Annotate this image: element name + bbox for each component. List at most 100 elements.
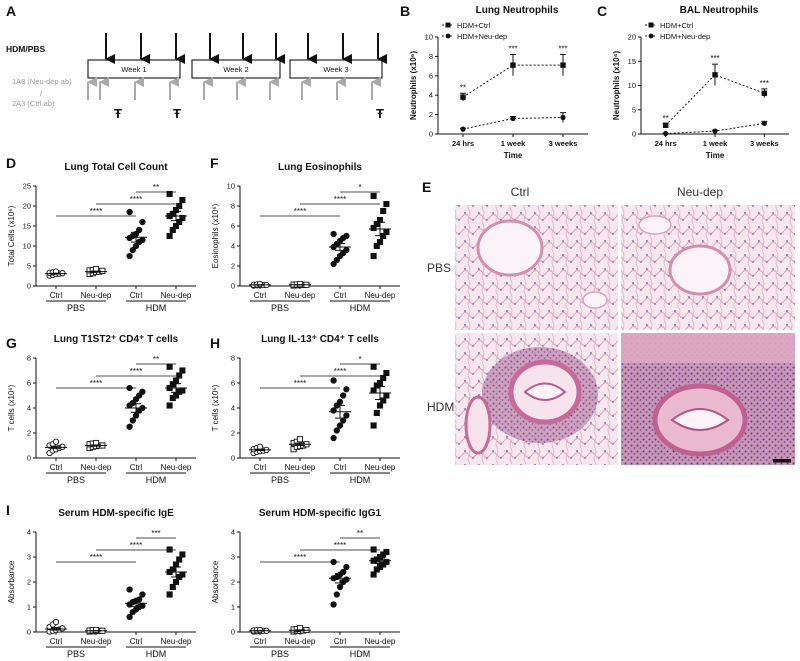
panel-letter-a: A: [6, 3, 16, 19]
data-point: [176, 202, 183, 210]
data-point: [166, 232, 173, 240]
y-tick-label: 25: [23, 182, 31, 191]
histology-col-neudep: Neu-dep: [677, 185, 723, 199]
series-line: [462, 64, 563, 98]
x-tick-label: Ctrl: [50, 463, 63, 472]
group-label: HDM: [350, 303, 371, 313]
data-point: [340, 392, 347, 399]
hdm-dose-arrows: [105, 33, 387, 64]
data-point: [343, 563, 350, 571]
panel-a-schematic: A HDM/PBS 1A8 (Neu-dep ab) / 2A3 (Ctrl a…: [6, 3, 387, 121]
sacrifice-marker: Ŧ: [173, 106, 181, 121]
x-tick-label: Ctrl: [130, 463, 143, 472]
histology-image-hdm-neudep: [621, 333, 795, 465]
panel-letter-h: H: [210, 335, 220, 351]
histology-row-hdm: HDM: [427, 400, 454, 414]
data-point: [126, 208, 133, 216]
y-axis-label: Absorbance: [7, 560, 16, 603]
legend-marker: [445, 33, 451, 39]
data-point: [376, 379, 384, 387]
data-point: [370, 546, 377, 553]
x-tick-label: Ctrl: [50, 291, 63, 300]
y-tick-label: 1: [231, 603, 235, 612]
panel-letter-f: F: [210, 155, 219, 171]
x-tick-label: Neu-dep: [285, 637, 316, 646]
panel-letter-i: I: [6, 502, 10, 518]
data-point: [176, 218, 183, 226]
sacrifice-marker: Ŧ: [376, 106, 384, 121]
schedule-antibody-label-2: 2A3 (Ctrl ab): [12, 99, 55, 108]
significance-label: ****: [130, 367, 142, 376]
data-point: [336, 398, 344, 405]
x-tick-label: Neu-dep: [285, 463, 316, 472]
data-point: [343, 386, 350, 393]
data-point: [380, 374, 387, 382]
legend-label: HDM+Neu-dep: [457, 32, 507, 41]
chart-title: Lung T1ST2⁺ CD4⁺ T cells: [54, 334, 179, 345]
sacrifice-marker: Ŧ: [114, 106, 122, 121]
data-point: [343, 576, 350, 583]
data-point: [330, 601, 337, 608]
data-point: [333, 256, 340, 264]
panel-letter-e: E: [422, 179, 431, 195]
data-point: [370, 422, 377, 429]
significance-label: ****: [334, 195, 346, 204]
data-point: [376, 402, 384, 409]
y-tick-label: 10: [23, 242, 31, 251]
legend-marker: [445, 22, 451, 28]
data-point: [330, 407, 337, 414]
data-point: [380, 397, 387, 404]
chart-title: Lung Total Cell Count: [64, 162, 168, 173]
x-tick-label: Neu-dep: [365, 291, 396, 300]
data-point: [330, 377, 337, 384]
data-point: [132, 412, 140, 419]
data-point: [139, 218, 146, 226]
significance-label: ***: [760, 79, 769, 88]
data-point: [169, 381, 176, 388]
data-point: [172, 578, 180, 586]
week-label-2: Week 2: [223, 65, 248, 74]
y-tick-label: 6: [231, 222, 235, 231]
significance-label: ***: [710, 54, 719, 63]
data-point: [256, 443, 264, 450]
data-point: [330, 434, 337, 442]
x-tick-label: Ctrl: [254, 463, 267, 472]
schedule-treatment-label: HDM/PBS: [6, 44, 46, 54]
panel-e-histology: Ctrl Neu-dep PBS HDM: [427, 185, 795, 465]
data-point: [179, 367, 186, 374]
data-point: [172, 561, 180, 568]
y-tick-label: 6: [27, 379, 31, 388]
group-label: PBS: [67, 475, 85, 485]
data-point: [712, 128, 718, 134]
y-tick-label: 10: [425, 33, 433, 42]
chart-title: Serum HDM-specific IgG1: [259, 508, 382, 519]
y-tick-label: 8: [231, 354, 235, 363]
schedule-antibody-label-1: 1A8 (Neu-dep ab): [12, 77, 72, 86]
group-label: PBS: [271, 303, 289, 313]
y-tick-label: 0: [429, 130, 433, 139]
data-point: [139, 591, 146, 598]
y-tick-label: 2: [27, 578, 31, 587]
data-point: [460, 94, 466, 100]
chart-title: Lung IL-13⁺ CD4⁺ T cells: [261, 334, 379, 345]
y-axis-label: Neutrophils (x10⁶): [409, 51, 418, 120]
data-point: [376, 238, 384, 246]
y-tick-label: 15: [628, 57, 636, 66]
y-tick-label: 0: [231, 282, 235, 291]
data-point: [373, 242, 380, 250]
data-point: [59, 443, 66, 450]
data-point: [560, 62, 566, 68]
data-point: [129, 417, 136, 424]
data-point: [179, 571, 186, 578]
data-point: [333, 427, 340, 434]
data-point: [256, 626, 264, 634]
week-boxes: Week 1 Week 2 Week 3: [87, 59, 383, 79]
significance-label: ****: [130, 541, 142, 550]
data-point: [166, 546, 173, 553]
data-point: [370, 192, 377, 200]
data-point: [129, 246, 136, 254]
significance-label: **: [663, 114, 669, 123]
significance-label: ****: [334, 367, 346, 376]
scale-bar: [773, 459, 791, 463]
